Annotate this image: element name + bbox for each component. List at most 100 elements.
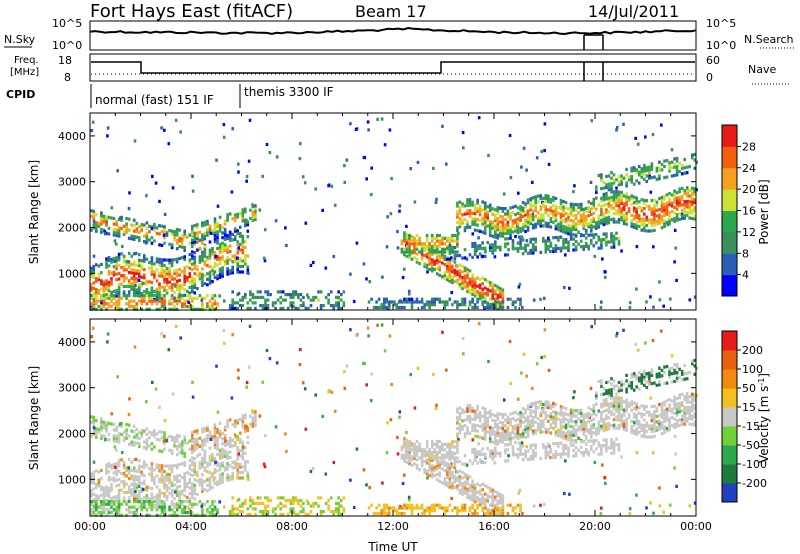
power-cell [319, 290, 323, 294]
power-cell [509, 214, 512, 218]
power-cell [615, 178, 618, 182]
power-cell [249, 306, 252, 310]
power-cell [607, 221, 611, 225]
power-cell [158, 288, 161, 292]
power-cell [483, 228, 487, 233]
power-cell [155, 307, 159, 311]
velocity-cell [494, 498, 497, 502]
power-cell [425, 247, 429, 251]
power-cell [226, 236, 229, 241]
power-cell [683, 205, 686, 209]
power-cell [143, 223, 146, 227]
velocity-cell [468, 475, 472, 479]
power-cell [279, 301, 282, 305]
power-cell [193, 277, 197, 281]
power-cell [491, 226, 495, 230]
power-cell [254, 295, 257, 299]
velocity-cell [309, 510, 313, 514]
velocity-cell [117, 469, 121, 473]
power-cell [491, 223, 495, 227]
velocity-cell [120, 421, 123, 425]
velocity-cell [241, 504, 245, 508]
velocity-cell [218, 468, 222, 472]
power-cell [577, 242, 580, 246]
power-cell [254, 217, 257, 222]
velocity-cell [349, 478, 352, 482]
power-cell [425, 263, 429, 267]
power-cell [125, 225, 128, 229]
power-cell [196, 231, 199, 235]
power-cell [685, 188, 689, 193]
power-cell [216, 305, 219, 309]
power-cell [423, 264, 426, 269]
power-cell [212, 272, 216, 276]
velocity-cell [105, 426, 108, 430]
power-cell [600, 300, 603, 304]
velocity-cell [188, 486, 192, 490]
velocity-cell [425, 509, 429, 513]
velocity-cell [428, 506, 431, 510]
velocity-cell [92, 429, 96, 433]
power-cell [605, 232, 608, 236]
velocity-cell [138, 475, 141, 479]
power-cell [466, 270, 469, 274]
velocity-cell [208, 430, 212, 434]
velocity-cell [386, 421, 389, 425]
velocity-cell [198, 444, 202, 448]
velocity-cell [441, 448, 444, 452]
velocity-cell [211, 500, 214, 504]
power-cell [314, 295, 318, 299]
power-cell [97, 272, 101, 276]
velocity-cell [466, 479, 469, 483]
power-cell [448, 276, 452, 280]
power-cell [95, 229, 98, 233]
velocity-cell [145, 441, 149, 445]
velocity-cell [115, 470, 118, 474]
power-cell [224, 233, 227, 237]
power-cell [468, 288, 472, 292]
velocity-cell [191, 493, 194, 497]
power-cell [534, 240, 537, 244]
power-cell [254, 209, 257, 213]
power-cell [112, 273, 116, 277]
velocity-cell [170, 469, 174, 474]
power-cell [241, 259, 245, 263]
power-cell [632, 223, 636, 227]
velocity-cell [150, 492, 154, 496]
velocity-cell [486, 511, 489, 516]
velocity-cell [463, 506, 467, 510]
power-cell [680, 197, 684, 201]
power-cell [468, 277, 472, 281]
power-cell [226, 261, 229, 265]
power-cell [223, 259, 227, 263]
power-cell [158, 307, 161, 311]
power-cell [135, 235, 139, 239]
power-cell [531, 196, 535, 200]
velocity-cell [173, 441, 176, 445]
velocity-cell [451, 442, 454, 446]
power-cell [615, 192, 618, 197]
power-cell [254, 301, 257, 305]
freq-label-line2: [MHz] [10, 67, 39, 78]
power-cell [572, 248, 575, 252]
velocity-cell [400, 506, 404, 510]
power-cell [569, 202, 573, 206]
velocity-cell [413, 442, 416, 446]
velocity-cell [208, 454, 212, 458]
velocity-cell [264, 507, 267, 511]
velocity-cell [180, 500, 184, 504]
power-cell [418, 300, 421, 304]
power-cell [264, 306, 267, 310]
power-cell [471, 287, 474, 291]
velocity-cell [122, 466, 126, 470]
velocity-cell [435, 453, 439, 457]
velocity-cell [90, 491, 93, 495]
power-cell [509, 231, 512, 235]
power-cell [196, 236, 199, 241]
power-cell [148, 230, 151, 234]
velocity-cell [130, 477, 133, 481]
velocity-cell [226, 440, 229, 444]
velocity-cell [420, 464, 424, 468]
velocity-cell [216, 452, 219, 457]
power-cell [509, 225, 512, 229]
